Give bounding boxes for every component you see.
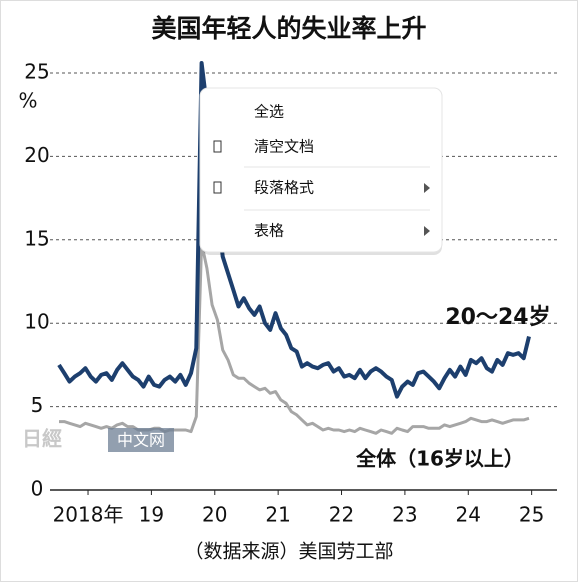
- y-tick-label: 20: [24, 143, 49, 167]
- y-axis-label: %: [18, 89, 37, 113]
- y-tick-label: 10: [24, 310, 49, 334]
- menu-item[interactable]: 清空文档: [254, 138, 314, 156]
- y-tick-label: 15: [24, 226, 49, 250]
- series-label: 20～24岁: [445, 304, 550, 330]
- watermark-box: [108, 428, 174, 452]
- x-tick-label: 2018年: [53, 503, 124, 527]
- x-tick-label: 24: [456, 503, 481, 527]
- menu-item[interactable]: 表格: [254, 222, 284, 240]
- y-tick-label: 0: [31, 477, 44, 501]
- watermark: 中文网: [117, 431, 165, 450]
- menu-item[interactable]: 段落格式: [254, 179, 314, 197]
- menu-icon: [213, 140, 222, 153]
- menu-panel: [199, 87, 443, 253]
- submenu-arrow: [424, 183, 430, 193]
- watermark: 日經: [22, 427, 62, 451]
- menu-icon: [213, 181, 222, 194]
- x-tick-label: 20: [202, 503, 227, 527]
- plot: 0 5 10 15 20 25 2018年 19 20 21 22 23 24 25 20～24岁全体（16…: [24, 60, 557, 527]
- context-menu: 全选 清空文档 段落格式 表格: [199, 87, 443, 255]
- submenu-arrow: [424, 226, 430, 236]
- y-tick-label: 5: [31, 393, 44, 417]
- x-tick-label: 21: [265, 503, 290, 527]
- y-tick-label: 25: [24, 60, 49, 84]
- x-tick-label: 22: [329, 503, 354, 527]
- x-tick-label: 25: [519, 503, 544, 527]
- x-tick-label: 23: [392, 503, 417, 527]
- series-line: [57, 61, 531, 399]
- source: （数据来源）美国劳工部: [184, 541, 393, 563]
- menu-item[interactable]: 全选: [254, 103, 284, 121]
- chart-title: 美国年轻人的失业率上升: [151, 14, 426, 43]
- x-tick-label: 19: [139, 503, 164, 527]
- series-label: 全体（16岁以上）: [355, 447, 524, 471]
